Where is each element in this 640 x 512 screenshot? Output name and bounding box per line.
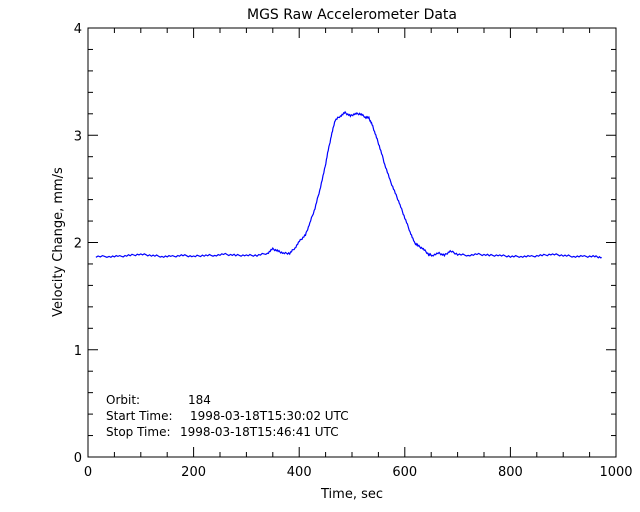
chart-title: MGS Raw Accelerometer Data xyxy=(247,7,457,23)
x-tick-label: 600 xyxy=(392,465,417,480)
y-tick-label: 4 xyxy=(74,22,82,37)
x-tick-label: 800 xyxy=(498,465,523,480)
stop-time-label: Stop Time: xyxy=(106,425,171,439)
y-axis-label: Velocity Change, mm/s xyxy=(51,167,66,317)
orbit-value: 184 xyxy=(188,393,211,407)
x-tick-label: 0 xyxy=(84,465,92,480)
y-tick-labels: 0 1 2 3 4 xyxy=(74,22,82,466)
axis-ticks xyxy=(87,27,617,458)
start-time-label: Start Time: xyxy=(106,409,173,423)
x-tick-labels: 0 200 400 600 800 1000 xyxy=(84,465,633,480)
y-tick-label: 1 xyxy=(74,344,82,359)
orbit-label: Orbit: xyxy=(106,393,140,407)
start-time-value: 1998-03-18T15:30:02 UTC xyxy=(190,409,349,423)
y-tick-label: 0 xyxy=(74,451,82,466)
x-tick-label: 1000 xyxy=(599,465,632,480)
orbit-annotation: Orbit: 184 Start Time: 1998-03-18T15:30:… xyxy=(106,393,349,439)
x-tick-label: 200 xyxy=(181,465,206,480)
y-tick-label: 2 xyxy=(74,237,82,252)
x-axis-label: Time, sec xyxy=(320,487,383,502)
stop-time-value: 1998-03-18T15:46:41 UTC xyxy=(180,425,339,439)
series-line xyxy=(95,110,602,259)
x-tick-label: 400 xyxy=(287,465,312,480)
plot-frame xyxy=(87,27,617,458)
y-tick-label: 3 xyxy=(74,129,82,144)
